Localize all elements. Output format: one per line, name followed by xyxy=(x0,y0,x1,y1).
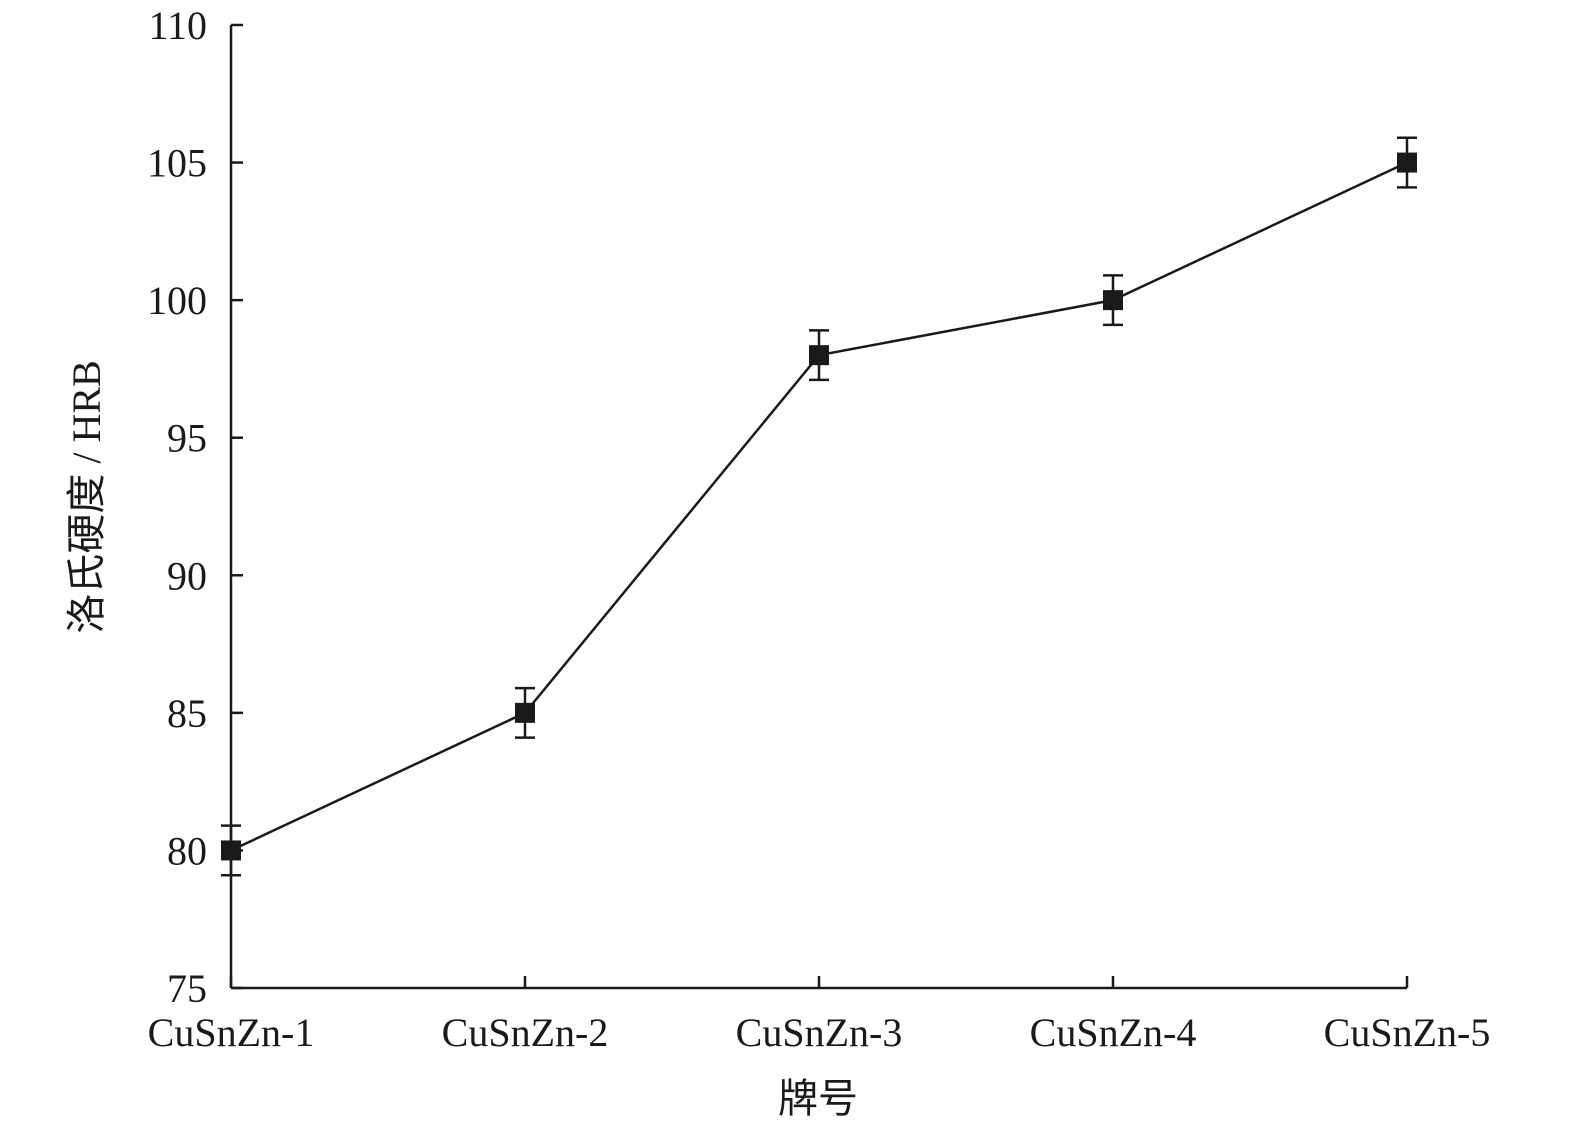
axes-layer xyxy=(229,25,1407,990)
y-tick-label: 95 xyxy=(167,416,207,461)
y-axis-title: 洛氏硬度 / HRB xyxy=(64,360,109,633)
data-point-marker xyxy=(809,345,829,366)
x-axis-title: 牌号 xyxy=(778,1076,858,1121)
series-layer xyxy=(221,136,1417,877)
x-tick-label: CuSnZn-2 xyxy=(442,1010,609,1055)
data-point-marker xyxy=(1103,290,1123,311)
y-tick-label: 105 xyxy=(147,141,207,186)
x-tick-label: CuSnZn-5 xyxy=(1324,1010,1491,1055)
y-tick-label: 80 xyxy=(167,828,207,873)
ticks-layer: 75 80 85 90 95 100 105 110 CuSnZn-1 CuSnZn-2 CuSnZ… xyxy=(147,3,1490,1055)
x-tick-label: CuSnZn-4 xyxy=(1030,1010,1197,1055)
series-line xyxy=(230,161,1408,852)
data-point-marker xyxy=(515,702,535,723)
y-tick-label: 100 xyxy=(147,278,207,323)
data-point-marker xyxy=(1397,152,1417,173)
x-tick-label: CuSnZn-1 xyxy=(148,1010,315,1055)
y-tick-label: 75 xyxy=(167,966,207,1011)
x-tick-label: CuSnZn-3 xyxy=(736,1010,903,1055)
data-point-marker xyxy=(221,840,241,861)
y-tick-label: 110 xyxy=(148,3,207,48)
y-tick-label: 85 xyxy=(167,691,207,736)
y-tick-label: 90 xyxy=(167,553,207,598)
